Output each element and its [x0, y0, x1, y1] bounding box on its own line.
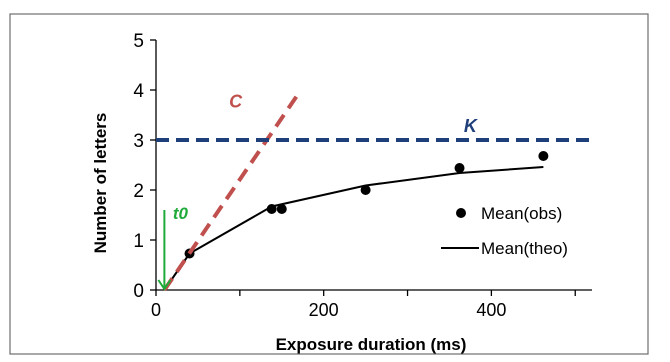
y-tick-label: 3	[133, 131, 144, 152]
y-tick-label: 5	[133, 31, 144, 52]
marks	[163, 151, 549, 291]
legend: Mean(obs) Mean(theo)	[441, 204, 568, 258]
obs-point	[266, 204, 277, 214]
legend-label: Mean(theo)	[481, 239, 568, 258]
axes: 0 1 2 3 4 5 0 200 400	[133, 31, 592, 320]
legend-label: Mean(obs)	[481, 204, 562, 223]
theo-line	[163, 166, 544, 291]
t0-label: t0	[173, 204, 189, 223]
x-tick-label: 400	[476, 300, 506, 320]
x-tick-label: 200	[309, 300, 339, 320]
chart-border	[9, 13, 649, 355]
y-tick-label: 0	[133, 281, 144, 302]
obs-point	[360, 185, 371, 195]
y-tick-label: 2	[133, 181, 144, 202]
y-axis-label: Number of letters	[91, 113, 110, 254]
y-tick-label: 4	[133, 81, 144, 102]
x-axis-label: Exposure duration (ms)	[276, 335, 467, 354]
k-label: K	[464, 116, 479, 136]
overlays: C Kt0	[156, 92, 592, 292]
obs-point	[454, 163, 465, 173]
legend-marker-obs	[456, 208, 466, 218]
t0-arrow-head	[157, 279, 172, 291]
c-line	[162, 92, 301, 292]
obs-point	[538, 151, 549, 161]
y-tick-label: 1	[133, 231, 144, 252]
x-tick-label: 0	[151, 300, 161, 320]
obs-point	[276, 204, 287, 214]
c-label: C	[229, 92, 243, 112]
